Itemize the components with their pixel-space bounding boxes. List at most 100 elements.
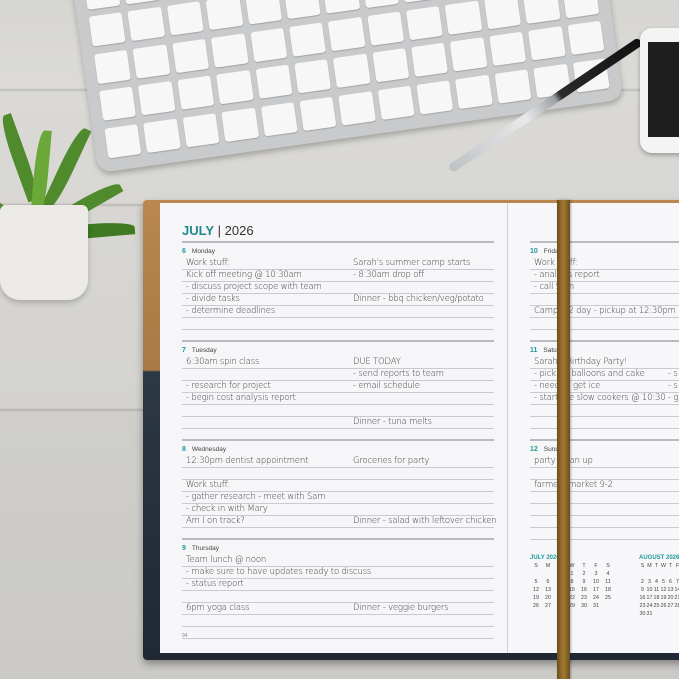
ruled-line	[530, 479, 679, 480]
date-cell: 19	[533, 595, 539, 601]
handwritten-note: DUE TODAY	[353, 357, 401, 367]
day-divider	[182, 439, 494, 441]
handwritten-note: - email schedule	[353, 381, 420, 391]
day-name: Monday	[191, 248, 216, 255]
date-cell	[660, 570, 667, 578]
weekday-label: S	[640, 563, 645, 569]
handwritten-note: Dinner - bbq chicken/veg/potato	[353, 294, 484, 304]
date-cell: 31	[593, 603, 599, 609]
keyboard-key	[177, 75, 215, 111]
ruled-line	[182, 305, 494, 306]
day-header: 9 Thursday	[182, 545, 219, 552]
date-cell: 21	[674, 595, 679, 601]
ruled-line	[530, 539, 679, 540]
ruled-line	[182, 515, 494, 516]
week-row: 12131415161718	[530, 586, 614, 594]
day-number: 8	[182, 446, 186, 453]
keyboard-key	[489, 31, 527, 67]
handwritten-note: Sarah's summer camp starts	[353, 258, 471, 268]
date-cell: 26	[660, 603, 667, 609]
ruled-line	[530, 467, 679, 468]
keyboard-key	[205, 0, 243, 31]
date-cell: 14	[674, 587, 679, 593]
day-number: 11	[530, 347, 538, 354]
ruled-line	[182, 269, 494, 270]
ruled-line	[530, 527, 679, 528]
date-cell: 4	[606, 571, 610, 577]
date-cell: 12	[660, 587, 667, 593]
mini-calendar-grid: SMTWTFS123456789101112131415161718192021…	[639, 562, 679, 618]
ruled-line	[182, 638, 494, 639]
keyboard-key	[450, 37, 488, 72]
weekday-label: W	[569, 563, 575, 569]
day-header: 11 Saturday	[530, 347, 569, 354]
ruled-line	[530, 329, 679, 330]
date-cell	[602, 602, 614, 610]
keyboard-key	[88, 12, 126, 47]
day-number: 6	[182, 248, 186, 255]
keyboard-key	[260, 101, 298, 137]
day-name: Friday	[543, 248, 562, 255]
keyboard-key	[561, 0, 600, 19]
ruled-line	[182, 380, 494, 381]
ruled-line	[530, 491, 679, 492]
keyboard-key	[138, 81, 176, 116]
ruled-line	[530, 380, 679, 381]
ruled-line	[530, 428, 679, 429]
keyboard-key	[127, 7, 165, 42]
date-cell: 30	[639, 611, 646, 617]
handwritten-note: farmers market 9-2	[534, 480, 613, 490]
ruled-line	[182, 317, 494, 318]
weekday-label: W	[661, 563, 666, 569]
ruled-line	[182, 578, 494, 579]
date-cell	[646, 570, 653, 578]
ruled-line	[182, 527, 494, 528]
keyboard-key	[416, 79, 454, 115]
handwritten-note: Kick off meeting @ 10:30am	[186, 270, 302, 280]
day-divider	[182, 340, 494, 342]
handwritten-note: - start the slow cookers @ 10:30	[534, 393, 666, 403]
date-cell: 3	[648, 579, 651, 585]
date-cell: 23	[581, 595, 587, 601]
date-cell: 27	[667, 603, 674, 609]
handwritten-note: Work stuff:	[186, 258, 230, 268]
date-cell: 26	[533, 603, 539, 609]
handwritten-note: - discuss project scope with team	[186, 282, 322, 292]
handwritten-note: - gather research - meet with Sam	[186, 492, 326, 502]
keyboard-key	[567, 20, 605, 56]
date-cell: 2	[641, 579, 644, 585]
date-cell: 23	[639, 603, 646, 609]
date-cell	[667, 570, 674, 578]
date-cell: 6	[546, 579, 550, 585]
date-cell: 2	[582, 571, 586, 577]
date-cell: 16	[581, 587, 587, 593]
date-cell: 20	[667, 595, 674, 601]
keyboard-key	[361, 0, 399, 9]
date-cell	[674, 610, 679, 618]
ruled-line	[530, 317, 679, 318]
date-cell: 31	[646, 611, 653, 617]
handwritten-note: Dinner - tuna melts	[353, 417, 432, 427]
ruled-line	[530, 515, 679, 516]
date-cell: 5	[662, 579, 665, 585]
keyboard-key	[444, 0, 483, 35]
keyboard-key	[294, 59, 332, 94]
ruled-line	[530, 293, 679, 294]
week-row: 567891011	[530, 578, 614, 586]
keyboard-key	[288, 22, 327, 57]
keyboard-key	[338, 90, 376, 126]
handwritten-note: - 8:30am drop off	[353, 270, 424, 280]
ruled-line	[182, 368, 494, 369]
handwritten-note: 6pm yoga class	[186, 603, 250, 613]
date-cell: 7	[676, 579, 679, 585]
keyboard-key	[210, 33, 249, 68]
date-cell: 28	[674, 603, 679, 609]
keyboard-key	[122, 0, 160, 5]
left-page: JULY | 2026 6 Monday Work stuff: Sarah's su…	[160, 203, 508, 653]
date-cell	[653, 570, 660, 578]
ruled-line	[182, 404, 494, 405]
ruled-line	[182, 590, 494, 591]
date-cell: 8	[570, 579, 574, 585]
date-cell: 9	[641, 587, 644, 593]
day-number: 12	[530, 446, 538, 453]
